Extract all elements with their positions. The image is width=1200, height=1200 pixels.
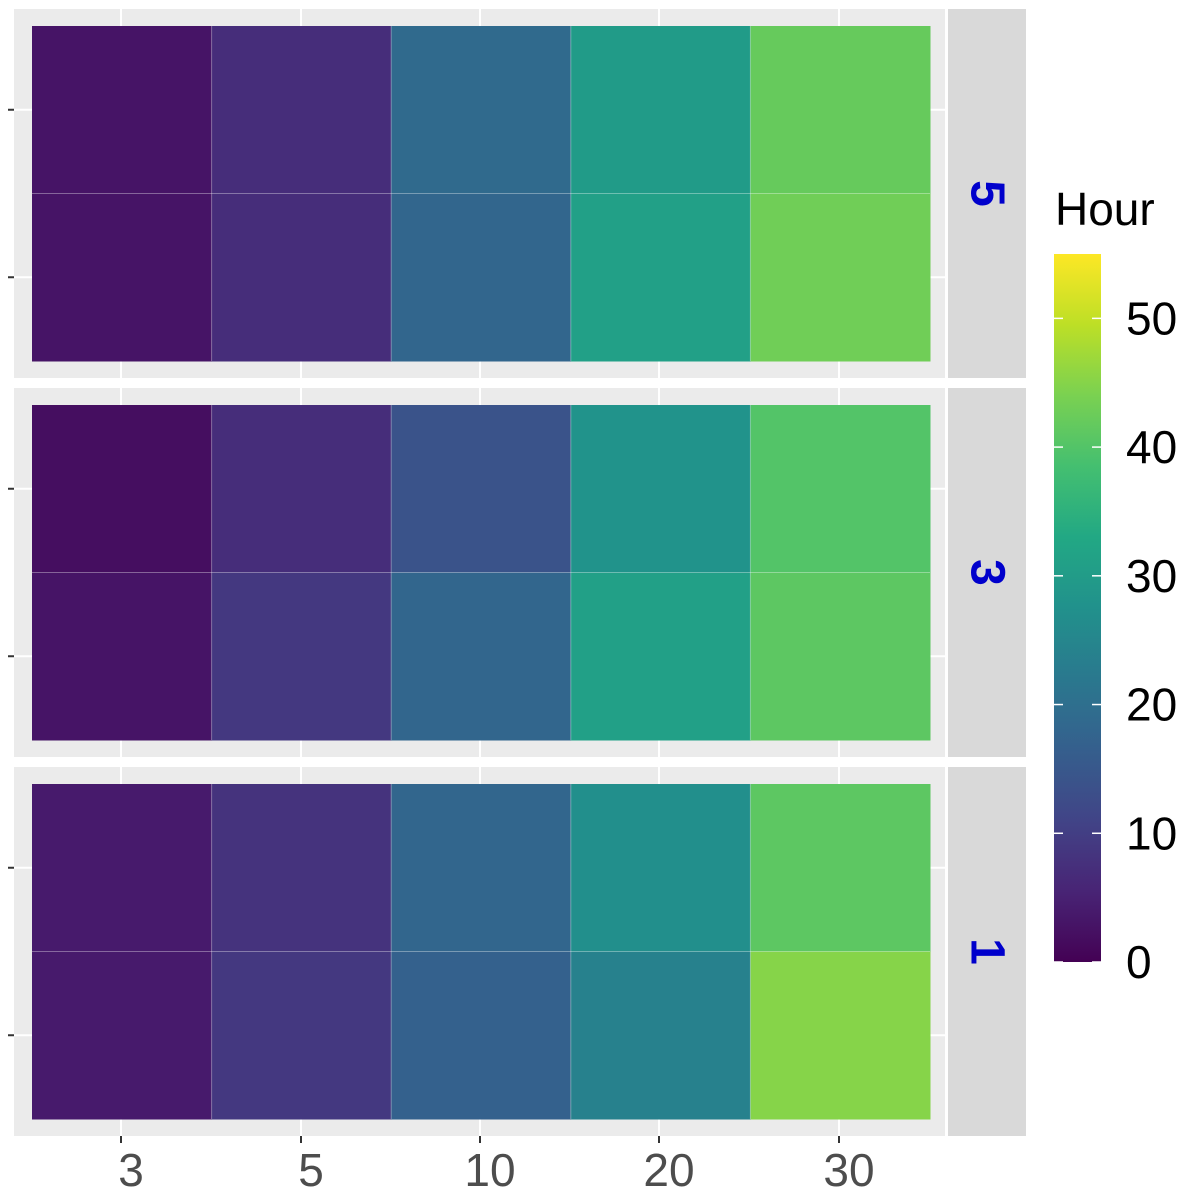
legend-tick-label: 40: [1126, 421, 1177, 473]
legend-tick-label: 20: [1126, 679, 1177, 731]
legend-tick-label: 10: [1126, 807, 1177, 859]
heatmap-tile: [570, 193, 751, 362]
heatmap-tile: [32, 784, 213, 952]
heatmap-tile: [211, 951, 392, 1120]
heatmap-tile: [750, 405, 931, 573]
heatmap-tile: [750, 951, 931, 1120]
legend-tick-label: 50: [1126, 292, 1177, 344]
facet-panel-5: 5: [8, 9, 1026, 378]
facet-strip-label: 1: [961, 938, 1014, 965]
heatmap-tile: [391, 26, 572, 194]
color-legend: Hour 0 10 20 30 40 50: [1054, 183, 1177, 988]
heatmap-tile: [32, 405, 213, 573]
legend-title: Hour: [1055, 183, 1155, 235]
heatmap-tile: [211, 572, 392, 741]
heatmap-tile: [570, 784, 751, 952]
x-tick-label: 20: [643, 1144, 694, 1196]
heatmap-tile: [32, 26, 213, 194]
x-tick-label: 5: [298, 1144, 324, 1196]
heatmap-tile: [32, 572, 213, 741]
heatmap-tile: [32, 951, 213, 1120]
heatmap-tile: [570, 405, 751, 573]
heatmap-tile: [750, 572, 931, 741]
heatmap-tile: [750, 784, 931, 952]
heatmap-tile: [211, 193, 392, 362]
heatmap-tile: [570, 951, 751, 1120]
facet-strip: [948, 9, 1026, 378]
heatmap-tile: [750, 193, 931, 362]
heatmap-tile: [750, 26, 931, 194]
legend-tick-label: 30: [1126, 550, 1177, 602]
heatmap-tile: [570, 572, 751, 741]
facet-panel-3: 3: [8, 388, 1026, 757]
heatmap-tile: [211, 405, 392, 573]
heatmap-tile: [570, 26, 751, 194]
legend-colorbar: [1054, 254, 1101, 962]
heatmap-tile: [391, 784, 572, 952]
x-axis: 3 5 10 20 30: [118, 1136, 875, 1196]
x-tick-label: 30: [823, 1144, 874, 1196]
facet-strip: [948, 388, 1026, 757]
heatmap-tile: [32, 193, 213, 362]
heatmap-tile: [391, 572, 572, 741]
heatmap-tile: [211, 26, 392, 194]
x-tick-label: 3: [118, 1144, 144, 1196]
heatmap-tile: [391, 405, 572, 573]
facet-strip-label: 3: [961, 559, 1014, 586]
heatmap-tile: [391, 193, 572, 362]
facet-strip-label: 5: [961, 180, 1014, 207]
facet-panel-1: 1: [8, 767, 1026, 1136]
x-tick-label: 10: [464, 1144, 515, 1196]
facet-strip: [948, 767, 1026, 1136]
facet-panels: 5 3 1: [8, 9, 1026, 1136]
heatmap-tile: [211, 784, 392, 952]
legend-tick-label: 0: [1126, 936, 1152, 988]
heatmap-tile: [391, 951, 572, 1120]
